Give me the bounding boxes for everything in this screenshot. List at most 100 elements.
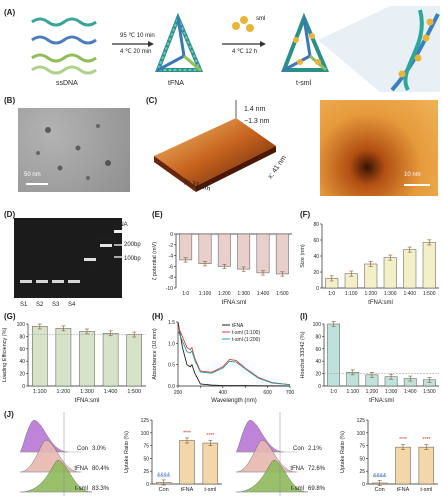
- panel-h-letter: (H): [152, 312, 164, 321]
- y-tick-label: 100: [357, 431, 366, 437]
- x-tick-label: 1:300: [237, 291, 250, 297]
- histogram-peak: [235, 439, 297, 473]
- x-tick-label: 1:300: [385, 389, 398, 395]
- y-tick-label: -2: [169, 243, 174, 249]
- x-tick-label: 1:300: [384, 291, 397, 297]
- y-axis-label: Uptake Ratio (%): [124, 431, 130, 473]
- tem-scalebar-label: 50 nm: [24, 172, 41, 178]
- x-tick-label: 1:200: [57, 389, 71, 395]
- x-tick-label: 1:400: [104, 389, 118, 395]
- bar: [102, 333, 119, 387]
- tfna-tetrahedron-icon: [155, 12, 204, 72]
- ssdna-label: ssDNA: [56, 80, 78, 87]
- x-tick-label: 1:500: [423, 389, 436, 395]
- assembly-scheme: [31, 6, 440, 92]
- y-tick-label: 20: [313, 270, 319, 276]
- y-tick-label: 100: [313, 322, 322, 328]
- lane-s4: S4: [68, 302, 76, 308]
- y-tick-label: 20: [19, 372, 25, 378]
- panel-b-letter: (B): [4, 96, 16, 105]
- bar: [383, 257, 397, 289]
- y-tick-label: 80: [313, 222, 319, 228]
- y-tick-label: 40: [313, 254, 319, 260]
- x-axis-label: tFNA:sml: [368, 300, 393, 306]
- y-tick-label: 75: [143, 444, 149, 450]
- uptake-chart-left: 0 25 50 75 100 125 Con tFNA t-sml Uptake Ratio (%…: [124, 418, 222, 493]
- x-tick-label: tFNA: [181, 487, 194, 493]
- panel-b: (B) 50 nm: [0, 94, 140, 194]
- panel-f: (F) 0 20 40 60 80 1:0 1:100 1:200 1:300 1:400 1:50…: [298, 208, 443, 306]
- panel-h: (H) 0.0 0.5 1.0 1.5 200 400 600 700 tFNA t-sml (1…: [150, 310, 296, 404]
- x-tick-label: 1:0: [182, 291, 189, 297]
- x-tick-label: 200: [174, 390, 183, 396]
- y-tick-label: 60: [315, 347, 321, 353]
- x-tick-label: 1:200: [218, 291, 231, 297]
- x-tick-label: 1:200: [366, 389, 379, 395]
- panel-j: (J) Con 3.0% tFNA 80.4% t-sml 83.3% 0 25 50 75 10…: [0, 408, 443, 500]
- bar: [422, 242, 436, 289]
- significance-mark: ****: [183, 430, 191, 436]
- legend-label: t-sml (1:200): [232, 337, 260, 343]
- afm-3d-surface: [154, 100, 276, 192]
- y-tick-label: 80: [315, 334, 321, 340]
- tem-image: 50 nm: [18, 108, 130, 192]
- x-tick-label: 1:0: [330, 389, 337, 395]
- y-axis-label: Uptake Ratio (%): [340, 431, 346, 473]
- x-tick-label: 1:200: [364, 291, 377, 297]
- bar: [179, 440, 195, 485]
- y-tick-label: -8: [169, 275, 174, 281]
- x-tick-label: 1:100: [345, 291, 358, 297]
- histogram-percent: 80.4%: [92, 466, 110, 472]
- x-tick-label: 700: [286, 390, 295, 396]
- panel-e: (E) 0 -2 -4 -6 -8 -10 1:0 1:100 1:200 1:300 1:400 1…: [150, 208, 296, 306]
- x-tick-label: 1:100: [346, 389, 359, 395]
- y-tick-label: 40: [315, 359, 321, 365]
- y-tick-label: -10: [166, 286, 173, 292]
- tem-particles: [26, 124, 111, 185]
- bar: [403, 249, 417, 289]
- x-tick-label: 600: [263, 390, 272, 396]
- lane-s1-2-3: S1+2+3: [96, 238, 118, 244]
- bar: [202, 442, 219, 485]
- x-tick-label: 1:400: [257, 291, 270, 297]
- histogram-percent: 83.3%: [92, 486, 110, 492]
- panel-i-letter: (I): [300, 312, 308, 321]
- series-line: [177, 330, 291, 386]
- y-tick-label: 1.5: [168, 320, 175, 326]
- significance-mark: ****: [399, 437, 407, 443]
- bar: [418, 446, 435, 485]
- lane-s1-2: S1+2: [84, 262, 99, 268]
- lane-s3: S3: [52, 302, 60, 308]
- panel-d: (D) S1 S2 S3 S4 S1+2 S1+2+3 tFNA 200bp 1…: [0, 208, 148, 308]
- y-axis-label: Hoechst 33342 (%): [300, 331, 306, 378]
- significance-mark: ****: [206, 433, 214, 439]
- x-tick-label: t-sml: [204, 487, 216, 493]
- x-tick-label: 1:100: [33, 389, 47, 395]
- y-axis-label: ζ potential (mV): [152, 242, 158, 280]
- step3-label: 4 ℃ 12 h: [232, 49, 258, 55]
- lane-tfna: tFNA: [114, 222, 128, 228]
- lane-s2: S2: [36, 302, 44, 308]
- y-tick-label: 75: [359, 444, 365, 450]
- uptake-chart-right: 0 25 50 75 100 125 Con tFNA t-sml Uptake Ratio (%…: [340, 418, 438, 493]
- panel-c-letter: (C): [146, 96, 158, 105]
- tsml-label: t-sml: [296, 80, 312, 87]
- bar: [198, 233, 212, 264]
- hoechst-chart: 0 20 40 60 80 100 1:0 1:100 1:200 1:300 1:400 1:500…: [300, 321, 439, 404]
- bar: [237, 233, 251, 270]
- panel-c: (C) 1.4 nm −1.3 nm x: 41 nm y: 31 nm 10 …: [144, 94, 443, 204]
- loading-efficiency-chart: 0 20 40 60 80 100 1:100 1:200 1:300 1:400 1:500 Loa…: [2, 322, 146, 404]
- y-tick-label: 25: [359, 469, 365, 475]
- afm-z-max: 1.4 nm: [244, 106, 266, 113]
- histogram-group-label: Con: [293, 446, 304, 452]
- y-tick-label: 100: [141, 431, 150, 437]
- x-axis-label: tFNA:sml: [75, 398, 100, 404]
- panel-g: (G) 0 20 40 60 80 100 1:100 1:200 1:300 1:400 1:50…: [0, 310, 150, 404]
- bar: [217, 233, 231, 267]
- x-tick-label: 1:400: [404, 389, 417, 395]
- step1-label: 95 ℃ 10 min: [120, 33, 155, 39]
- y-tick-label: 0: [22, 384, 25, 390]
- significance-mark: &&&&: [157, 472, 171, 478]
- histogram-group-label: tFNA: [74, 466, 88, 472]
